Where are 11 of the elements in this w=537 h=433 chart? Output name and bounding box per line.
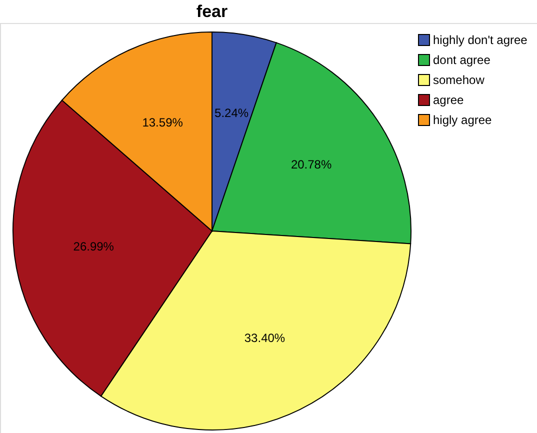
chart-title: fear <box>196 2 228 21</box>
legend-label: highly don't agree <box>433 33 528 47</box>
data-label: 20.78% <box>290 158 332 172</box>
data-label: 26.99% <box>73 240 114 254</box>
legend-label: agree <box>433 93 464 107</box>
legend-label: dont agree <box>433 53 491 67</box>
legend-label: higly agree <box>433 113 492 127</box>
data-label: 5.24% <box>214 106 249 120</box>
data-label: 33.40% <box>244 331 286 346</box>
data-label: 13.59% <box>142 115 184 130</box>
legend-label: somehow <box>433 73 485 87</box>
